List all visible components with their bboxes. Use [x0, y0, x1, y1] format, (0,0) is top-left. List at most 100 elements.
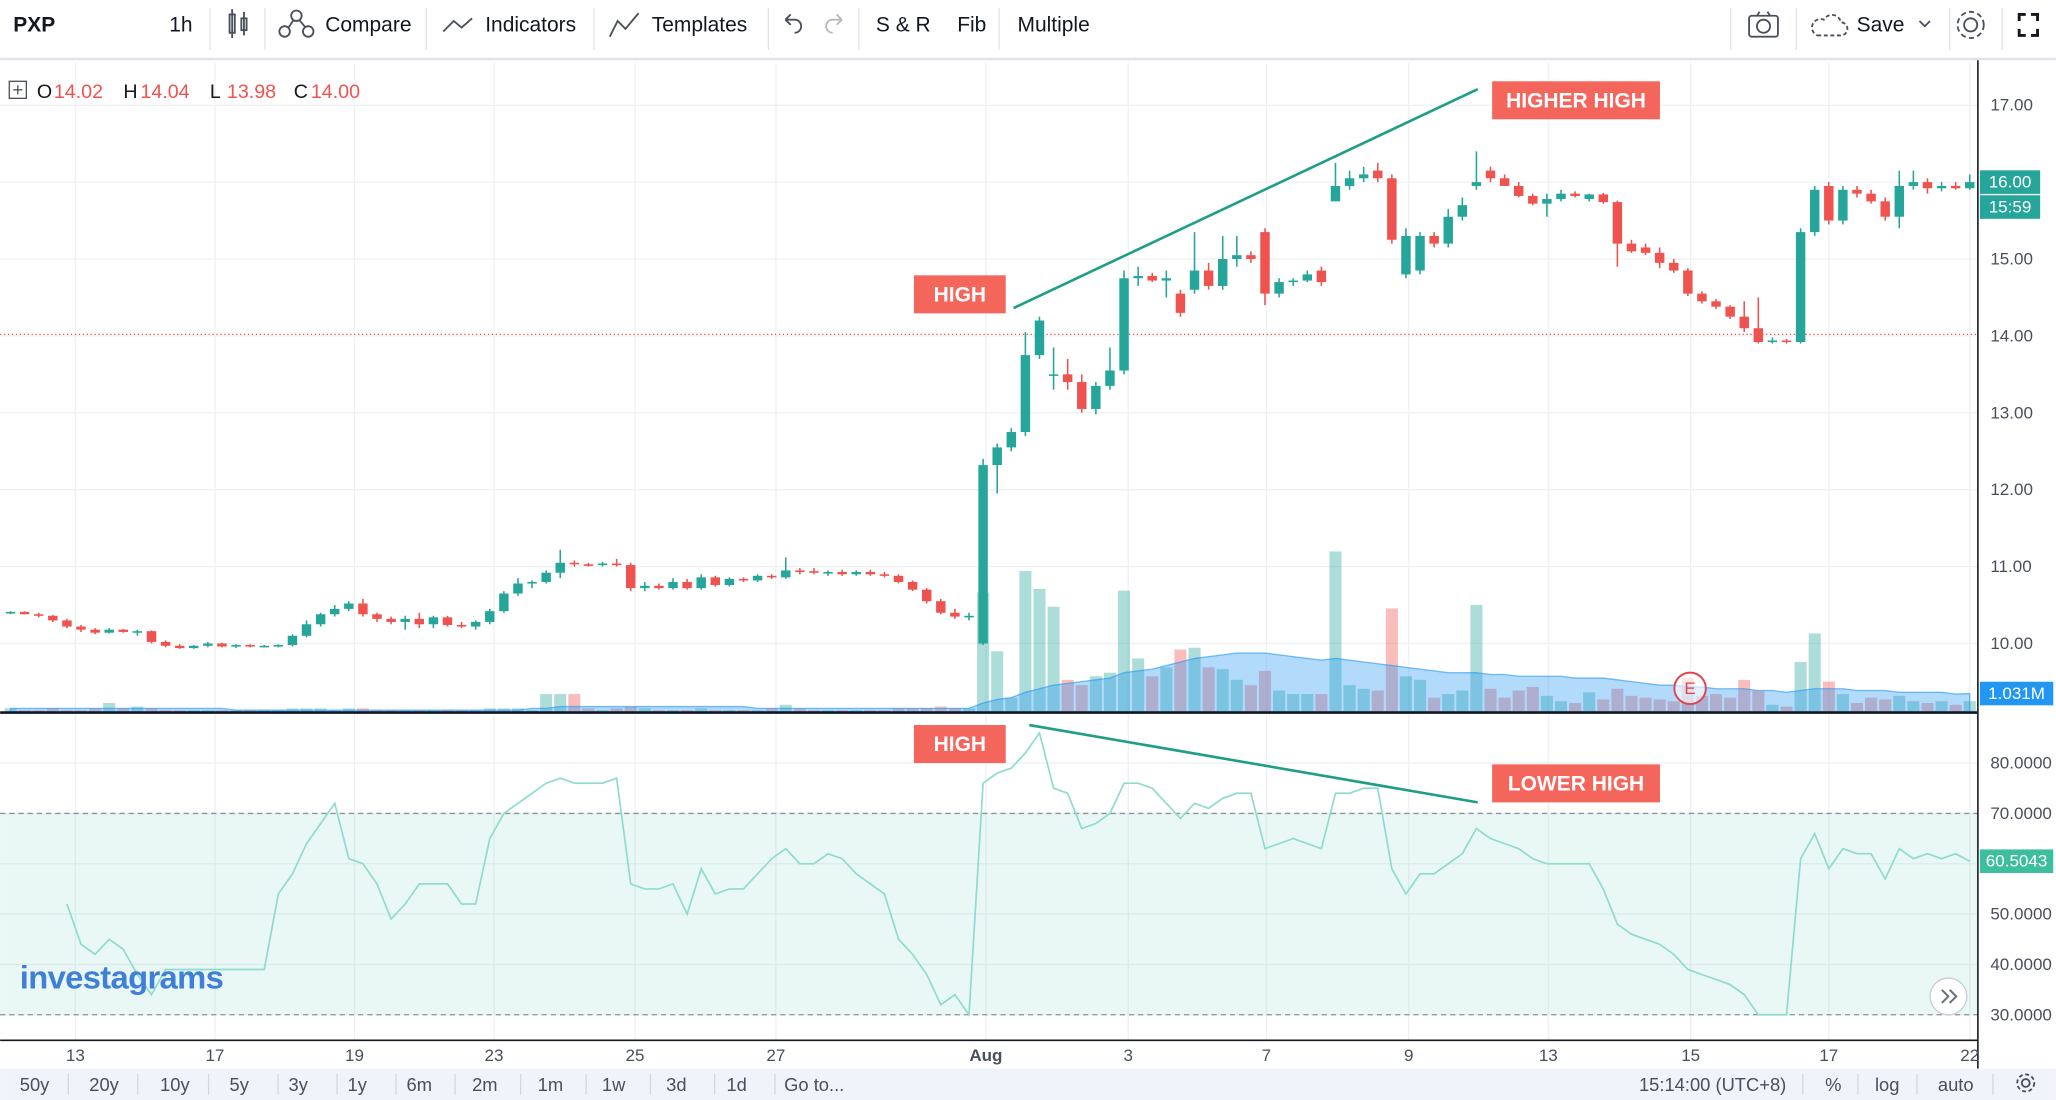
candle-body: [978, 465, 988, 644]
candle-body: [1105, 370, 1115, 386]
volume-bar: [187, 710, 200, 712]
templates-icon[interactable]: [608, 12, 640, 38]
toolbar-button[interactable]: Multiple: [1018, 13, 1090, 36]
legend-toggle[interactable]: [8, 80, 27, 99]
volume-bar: [1836, 694, 1849, 712]
candle-body: [1302, 274, 1313, 281]
range-button[interactable]: 1y: [348, 1074, 368, 1095]
range-button[interactable]: 2m: [472, 1074, 497, 1095]
range-button[interactable]: 1m: [538, 1074, 563, 1095]
price-annotations: HIGH HIGHER HIGH E: [913, 81, 1707, 706]
scale-option[interactable]: log: [1875, 1074, 1899, 1095]
scroll-button[interactable]: [1929, 977, 1968, 1016]
toolbar-button[interactable]: S & R: [876, 13, 931, 36]
undo-icon[interactable]: [784, 13, 803, 34]
legend-key: C: [294, 81, 308, 103]
candle-body: [837, 571, 847, 575]
candle-body: [19, 611, 30, 615]
volume-bar: [1512, 690, 1525, 712]
volume-bar: [765, 708, 778, 712]
candle-body: [1429, 235, 1439, 244]
y-tick-label: 10.00: [1990, 634, 2033, 653]
range-button[interactable]: 3d: [666, 1074, 686, 1095]
range-button[interactable]: 1w: [602, 1074, 626, 1095]
settings-icon[interactable]: [1956, 10, 1985, 39]
candle-body: [823, 571, 833, 574]
interval[interactable]: 1h: [169, 13, 192, 36]
range-button[interactable]: 10y: [160, 1074, 190, 1095]
candle-body: [1358, 174, 1369, 179]
bottom-settings-icon[interactable]: [2016, 1073, 2036, 1093]
candle-body: [1711, 301, 1721, 307]
volume-bar: [1865, 697, 1878, 712]
save-button[interactable]: Save: [1857, 13, 1905, 36]
candle-body: [1161, 278, 1172, 281]
range-button[interactable]: 5y: [230, 1074, 250, 1095]
candle-body: [541, 572, 551, 582]
volume-bar: [836, 710, 849, 712]
range-button[interactable]: 1d: [726, 1074, 746, 1095]
candle-body: [921, 589, 932, 602]
range-button[interactable]: 20y: [89, 1074, 119, 1095]
candle-body: [372, 614, 382, 619]
candle-body: [513, 583, 523, 594]
candle-body: [386, 618, 396, 622]
volume-bar: [131, 706, 144, 712]
toolbar-dividers: [209, 7, 2003, 50]
axes: 10.00 11.00 12.00 13.00 14.00 15.00 16.00 17.00…: [66, 96, 2054, 1065]
earnings-marker[interactable]: [1673, 671, 1707, 706]
scale-option[interactable]: auto: [1938, 1074, 1974, 1095]
symbol[interactable]: PXP: [13, 13, 55, 36]
camera-icon[interactable]: [1748, 11, 1779, 38]
cloud-icon[interactable]: [1811, 13, 1849, 37]
range-button[interactable]: 50y: [20, 1074, 50, 1095]
volume-bar: [1244, 685, 1257, 712]
compare-icon[interactable]: [278, 9, 315, 38]
volume-bar: [1005, 697, 1018, 712]
range-button[interactable]: 3y: [289, 1074, 309, 1095]
annotation-label: HIGH: [934, 733, 986, 756]
volume-bar: [1879, 699, 1892, 712]
volume-bar: [1935, 701, 1948, 712]
volume-bar: [1611, 688, 1624, 712]
goto-button[interactable]: Go to...: [784, 1074, 844, 1095]
volume-bar: [1484, 688, 1497, 712]
rsi-annotations: HIGH LOWER HIGH: [913, 723, 1660, 804]
volume-bar: [709, 710, 722, 712]
save-menu[interactable]: [1918, 20, 1931, 28]
volume-bar: [1202, 667, 1215, 712]
candle-body: [1415, 235, 1425, 271]
volume-bar: [1808, 633, 1821, 712]
toolbar-button[interactable]: Indicators: [485, 13, 576, 36]
toolbar-button[interactable]: Templates: [652, 13, 748, 36]
volume-bar: [89, 708, 102, 712]
volume-bar: [258, 710, 271, 712]
y-tick-label: 50.0000: [1990, 905, 2052, 924]
candle-body: [1246, 255, 1256, 260]
indicators-icon[interactable]: [442, 17, 473, 33]
candle-body: [1697, 293, 1707, 302]
volume-bar: [1301, 694, 1314, 712]
fullscreen-icon[interactable]: [2017, 12, 2039, 37]
redo-icon[interactable]: [825, 13, 843, 34]
range-button[interactable]: 6m: [407, 1074, 432, 1095]
legend-key: L: [210, 81, 221, 103]
candle-body: [1683, 270, 1693, 294]
volume-bar: [1710, 694, 1723, 712]
candle-body: [640, 585, 650, 589]
volume-bar: [1752, 690, 1765, 712]
candle-body: [1499, 178, 1510, 186]
toolbar: PXP 1h Compare Indicators Templates S & …: [0, 0, 2056, 61]
scale-option[interactable]: %: [1825, 1074, 1841, 1095]
candle-body: [90, 629, 100, 633]
candle-icon[interactable]: [228, 9, 248, 39]
candle-body: [1471, 182, 1482, 186]
toolbar-button[interactable]: Fib: [957, 13, 986, 36]
volume-bar: [1343, 685, 1356, 712]
candle-body: [1838, 189, 1848, 221]
toolbar-button[interactable]: Compare: [325, 13, 411, 36]
volume-bar: [1089, 676, 1102, 712]
candle-body: [795, 570, 805, 573]
candle-body: [1077, 382, 1087, 409]
